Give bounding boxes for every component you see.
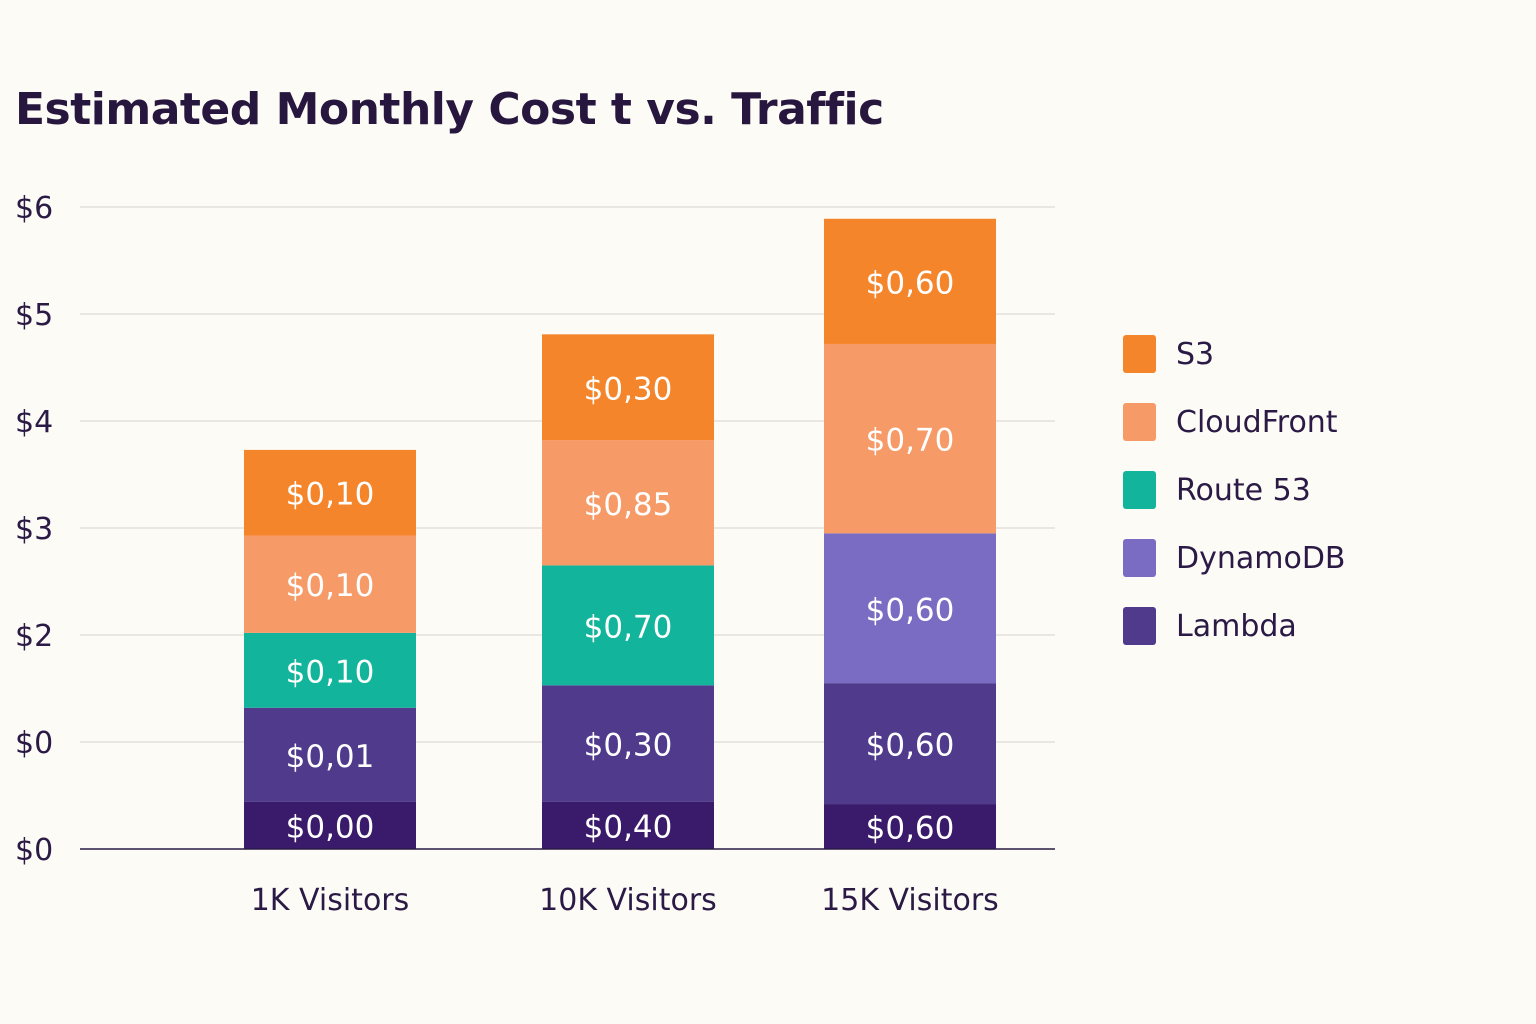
bar-segment-1-0 <box>542 801 714 849</box>
data-label-1-1: $0,30 <box>584 728 673 764</box>
bar-segment-1-2 <box>542 565 714 686</box>
data-label-2-3: $0,60 <box>866 592 955 628</box>
x-tick-label-2: 15K Visitors <box>821 883 999 918</box>
bar-segment-0-2 <box>244 632 416 708</box>
legend-swatch-lambda <box>1123 607 1156 645</box>
y-tick-label-3: $3 <box>15 512 53 547</box>
legend-item-dynamodb: DynamoDB <box>1123 538 1346 578</box>
bar-segment-2-4 <box>824 343 996 534</box>
y-tick-label-0: $0 <box>15 833 53 868</box>
bar-segment-1-1 <box>542 685 714 802</box>
bar-segment-2-5 <box>824 218 996 344</box>
bar-segment-2-3 <box>824 533 996 684</box>
data-label-0-4: $0,10 <box>286 568 375 604</box>
bar-segment-0-5 <box>244 449 416 536</box>
x-tick-label-1: 10K Visitors <box>539 883 717 918</box>
data-label-2-4: $0,70 <box>866 423 955 459</box>
data-label-1-2: $0,70 <box>584 609 673 645</box>
legend-swatch-cloudfront <box>1123 403 1156 441</box>
legend-label-lambda: Lambda <box>1176 608 1297 644</box>
legend-swatch-dynamodb <box>1123 539 1156 577</box>
data-label-1-0: $0,40 <box>584 809 673 845</box>
bar-segment-0-1 <box>244 707 416 802</box>
data-label-1-5: $0,30 <box>584 371 673 407</box>
data-label-0-0: $0,00 <box>286 809 375 845</box>
chart-title: Estimated Monthly Cost t vs. Traffic <box>15 84 884 135</box>
legend-label-cloudfront: CloudFront <box>1176 404 1338 440</box>
legend-swatch-route53 <box>1123 471 1156 509</box>
data-label-2-0: $0,60 <box>866 811 955 847</box>
data-label-0-2: $0,10 <box>286 654 375 690</box>
bar-segment-1-5 <box>542 334 714 441</box>
y-tick-label-6: $6 <box>15 191 53 226</box>
data-label-2-5: $0,60 <box>866 265 955 301</box>
bar-segment-1-4 <box>542 440 714 566</box>
legend-item-lambda: Lambda <box>1123 606 1346 646</box>
legend-label-dynamodb: DynamoDB <box>1176 540 1346 576</box>
y-tick-label-5: $5 <box>15 298 53 333</box>
legend-swatch-s3 <box>1123 335 1156 373</box>
legend-label-s3: S3 <box>1176 336 1215 372</box>
y-tick-label-1: $0 <box>15 726 53 761</box>
data-label-1-4: $0,85 <box>584 487 673 523</box>
data-label-0-5: $0,10 <box>286 477 375 513</box>
legend-item-s3: S3 <box>1123 334 1346 374</box>
data-label-0-1: $0,01 <box>286 739 375 775</box>
bar-segment-2-1 <box>824 683 996 805</box>
y-tick-label-2: $2 <box>15 619 53 654</box>
bar-segment-0-0 <box>244 801 416 849</box>
legend-item-cloudfront: CloudFront <box>1123 402 1346 442</box>
data-label-2-1: $0,60 <box>866 728 955 764</box>
bar-segment-0-4 <box>244 535 416 633</box>
x-tick-label-0: 1K Visitors <box>251 883 410 918</box>
y-tick-label-4: $4 <box>15 405 53 440</box>
chart-legend: S3 CloudFront Route 53 DynamoDB Lambda <box>1123 334 1346 674</box>
legend-item-route53: Route 53 <box>1123 470 1346 510</box>
legend-label-route53: Route 53 <box>1176 472 1311 508</box>
bar-segment-2-0 <box>824 804 996 849</box>
